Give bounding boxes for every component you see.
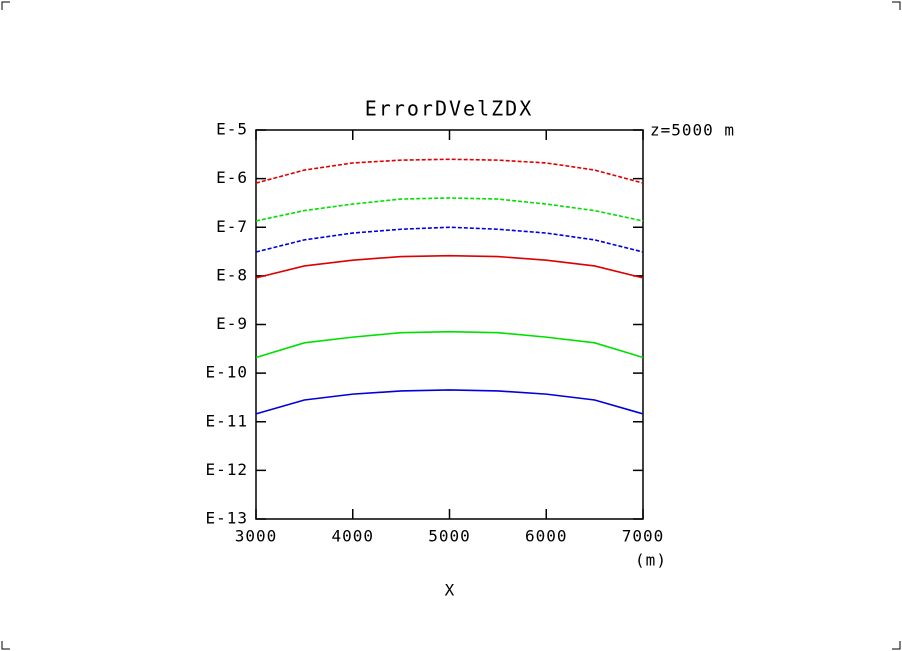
y-tick-label: E-7: [216, 217, 248, 236]
x-unit: (m): [635, 551, 667, 570]
corner-mark: [892, 641, 901, 650]
x-tick-label: 6000: [525, 527, 568, 546]
y-tick-label: E-8: [216, 265, 248, 284]
corner-mark: [892, 1, 901, 10]
x-axis-label: X: [445, 581, 456, 600]
y-tick-label: E-5: [216, 120, 248, 139]
y-tick-label: E-11: [205, 411, 248, 430]
y-tick-label: E-10: [205, 363, 248, 382]
y-tick-label: E-9: [216, 314, 248, 333]
series-line: [255, 254, 644, 279]
series-line: [255, 330, 644, 359]
x-tick-label: 4000: [331, 527, 374, 546]
corner-mark: [1, 1, 10, 10]
x-tick-label: 3000: [235, 527, 278, 546]
series-line: [255, 389, 644, 415]
plot-frame: [255, 129, 644, 520]
series-line: [255, 158, 644, 184]
y-tick-label: E-6: [216, 168, 248, 187]
x-tick-label: 7000: [622, 527, 665, 546]
annotation: z=5000 m: [650, 121, 735, 140]
series-line: [255, 197, 644, 222]
corner-mark: [1, 641, 10, 650]
x-tick-label: 5000: [428, 527, 471, 546]
y-tick-label: E-12: [205, 460, 248, 479]
series-line: [255, 226, 644, 253]
y-tick-label: E-13: [205, 509, 248, 528]
chart-title: ErrorDVelZDX: [365, 97, 534, 121]
